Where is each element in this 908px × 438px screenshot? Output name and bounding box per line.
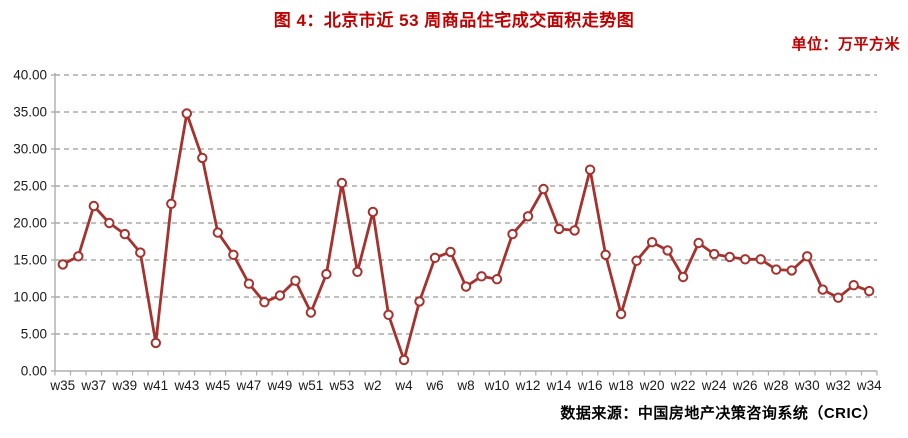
data-point-marker bbox=[243, 278, 255, 289]
data-point-marker bbox=[212, 227, 224, 238]
data-point-marker bbox=[491, 274, 503, 285]
data-point-marker bbox=[150, 337, 162, 349]
data-point-marker bbox=[259, 297, 270, 308]
data-point-marker bbox=[740, 254, 751, 265]
data-point-marker bbox=[476, 271, 487, 282]
data-point-marker bbox=[646, 237, 658, 248]
data-point-marker bbox=[73, 251, 84, 262]
data-point-marker bbox=[305, 307, 317, 318]
x-axis-tick-label: w32 bbox=[825, 378, 851, 393]
data-point-marker bbox=[553, 223, 565, 235]
data-point-marker bbox=[290, 275, 301, 286]
unit-label: 单位：万平方米 bbox=[791, 36, 900, 53]
data-point-marker bbox=[57, 259, 68, 270]
x-axis-tick-label: w43 bbox=[173, 378, 199, 393]
x-axis-tick-label: w10 bbox=[484, 378, 510, 393]
data-point-marker bbox=[367, 206, 379, 218]
data-point-marker bbox=[135, 247, 146, 258]
data-source-label: 数据来源：中国房地产决策咨询系统（CRIC） bbox=[560, 405, 878, 422]
data-point-marker bbox=[833, 292, 844, 303]
x-axis-tick-label: w51 bbox=[298, 378, 324, 393]
data-point-marker bbox=[352, 266, 363, 277]
data-point-marker bbox=[429, 252, 441, 263]
x-axis-tick-label: w2 bbox=[363, 378, 381, 393]
data-point-marker bbox=[445, 246, 456, 258]
x-axis-tick-label: w14 bbox=[546, 378, 572, 393]
data-point-marker bbox=[771, 264, 782, 275]
data-point-marker bbox=[398, 354, 410, 366]
y-axis-tick-label: 10.00 bbox=[13, 290, 47, 305]
data-point-marker bbox=[817, 284, 828, 295]
x-axis-tick-label: w47 bbox=[235, 378, 261, 393]
data-point-marker bbox=[166, 198, 177, 210]
data-point-marker bbox=[104, 217, 115, 229]
x-axis-tick-label: w20 bbox=[639, 378, 665, 393]
data-point-marker bbox=[460, 281, 472, 292]
data-point-marker bbox=[693, 237, 704, 249]
data-point-marker bbox=[383, 309, 394, 320]
x-axis-tick-label: w49 bbox=[267, 378, 293, 393]
x-axis-tick-label: w8 bbox=[456, 378, 474, 393]
data-point-marker bbox=[119, 228, 131, 240]
y-axis-tick-label: 20.00 bbox=[13, 216, 47, 231]
y-axis-tick-label: 5.00 bbox=[21, 327, 47, 342]
y-axis-tick-label: 25.00 bbox=[13, 179, 47, 194]
data-point-marker bbox=[321, 268, 332, 280]
x-axis-tick-label: w18 bbox=[608, 378, 634, 393]
x-axis-tick-label: w4 bbox=[394, 378, 413, 393]
y-axis-tick-label: 30.00 bbox=[13, 142, 47, 157]
y-axis-tick-label: 40.00 bbox=[13, 68, 47, 83]
x-axis-tick-label: w39 bbox=[111, 378, 137, 393]
data-point-marker bbox=[755, 254, 766, 265]
data-point-marker bbox=[709, 248, 720, 260]
y-axis-tick-label: 15.00 bbox=[13, 253, 47, 268]
data-point-marker bbox=[677, 271, 689, 283]
x-axis-tick-label: w30 bbox=[794, 378, 820, 393]
data-point-marker bbox=[88, 200, 100, 212]
data-line bbox=[61, 112, 871, 362]
data-point-marker bbox=[848, 280, 859, 291]
data-point-marker bbox=[197, 152, 208, 164]
x-axis-tick-label: w41 bbox=[142, 378, 168, 393]
data-point-marker bbox=[724, 251, 735, 263]
x-axis-tick-label: w22 bbox=[670, 378, 696, 393]
x-axis-tick-label: w45 bbox=[204, 378, 230, 393]
x-axis-tick-label: w24 bbox=[701, 378, 727, 393]
data-point-marker bbox=[522, 211, 534, 222]
x-axis-tick-label: w26 bbox=[732, 378, 758, 393]
data-point-marker bbox=[181, 108, 193, 119]
data-point-marker bbox=[336, 177, 348, 189]
data-point-marker bbox=[414, 296, 425, 307]
chart-title: 图 4：北京市近 53 周商品住宅成交面积走势图 bbox=[273, 11, 635, 30]
y-axis-tick-label: 35.00 bbox=[13, 105, 47, 120]
x-axis-tick-label: w37 bbox=[80, 378, 106, 393]
data-point-marker bbox=[802, 251, 813, 262]
x-axis-tick-label: w34 bbox=[856, 378, 882, 393]
data-point-marker bbox=[584, 164, 596, 175]
data-point-marker bbox=[507, 228, 518, 240]
data-point-marker bbox=[569, 225, 580, 236]
x-axis-tick-label: w16 bbox=[577, 378, 603, 393]
x-axis-tick-label: w6 bbox=[425, 378, 443, 393]
x-axis-tick-label: w12 bbox=[515, 378, 541, 393]
data-point-marker bbox=[615, 308, 627, 320]
data-point-marker bbox=[274, 290, 286, 301]
data-point-marker bbox=[662, 245, 673, 256]
data-point-marker bbox=[786, 265, 797, 276]
data-point-marker bbox=[538, 183, 549, 195]
data-point-marker bbox=[600, 249, 611, 261]
x-axis-tick-label: w28 bbox=[763, 378, 789, 393]
x-axis-tick-label: w53 bbox=[329, 378, 355, 393]
data-point-marker bbox=[864, 285, 875, 297]
y-axis-tick-label: 0.00 bbox=[21, 364, 47, 379]
data-point-marker bbox=[228, 249, 239, 261]
x-axis-tick-label: w35 bbox=[49, 378, 75, 393]
data-point-marker bbox=[631, 255, 642, 266]
